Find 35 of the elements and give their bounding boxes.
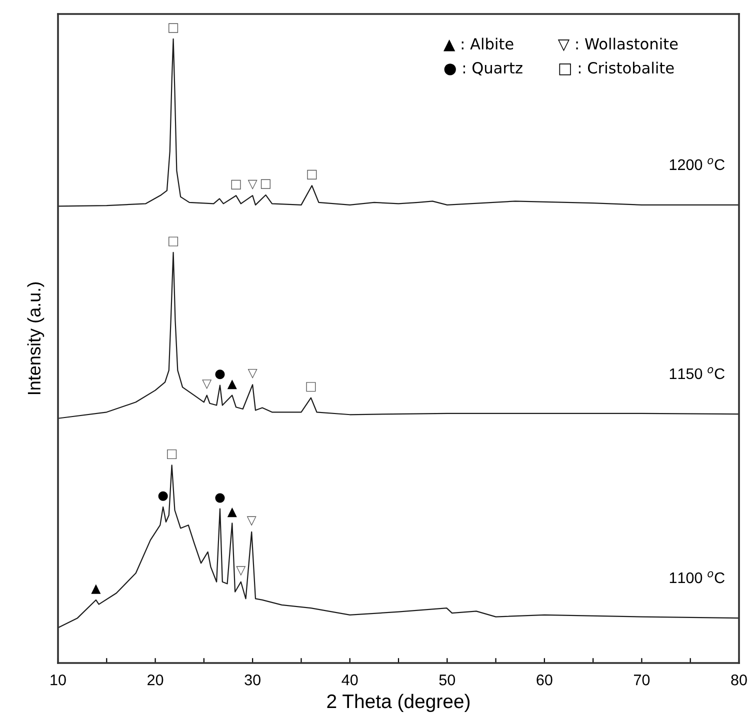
- annotation: □: [307, 170, 317, 180]
- x-axis-title: 2 Theta (degree): [327, 694, 470, 712]
- annotation: □: [231, 180, 241, 190]
- annotation: ● : Quartz: [444, 62, 522, 76]
- x-tick-label: 50: [439, 674, 456, 686]
- annotation: ▲: [227, 508, 237, 518]
- annotation: □ : Cristobalite: [559, 62, 674, 76]
- text: 1100 $^{o}$C: [670, 571, 725, 584]
- annotation: □: [306, 382, 316, 392]
- x-tick-label: 80: [731, 674, 747, 686]
- x-tick-label: 70: [634, 674, 650, 686]
- annotation: ▲: [227, 380, 237, 390]
- x-tick-label: 60: [536, 674, 552, 686]
- y-axis-title: Intensity (a.u.): [27, 282, 44, 394]
- x-tick-label: 40: [342, 674, 358, 686]
- annotation: □: [168, 23, 178, 33]
- annotation: □: [167, 449, 177, 460]
- annotation: ●: [158, 491, 168, 501]
- annotation: ●: [215, 493, 225, 503]
- annotation: ▽: [246, 516, 256, 526]
- annotation: ▽: [202, 380, 212, 390]
- annotation: ▲ : Albite: [443, 38, 514, 52]
- x-tick-label: 10: [50, 674, 66, 686]
- annotation: ▽: [248, 368, 258, 379]
- text: 1150 $^{o}$C: [670, 367, 725, 380]
- annotation: ▽: [236, 566, 246, 576]
- annotation: ▲: [91, 584, 101, 594]
- annotation: □: [168, 236, 178, 246]
- x-tick-label: 20: [148, 674, 164, 686]
- annotation: ●: [215, 370, 225, 380]
- x-tick-label: 30: [244, 674, 260, 686]
- annotation: □: [260, 179, 270, 189]
- annotation: ▽: [248, 180, 258, 190]
- annotation: ▽ : Wollastonite: [558, 38, 678, 52]
- text: 1200 $^{o}$C: [670, 158, 725, 170]
